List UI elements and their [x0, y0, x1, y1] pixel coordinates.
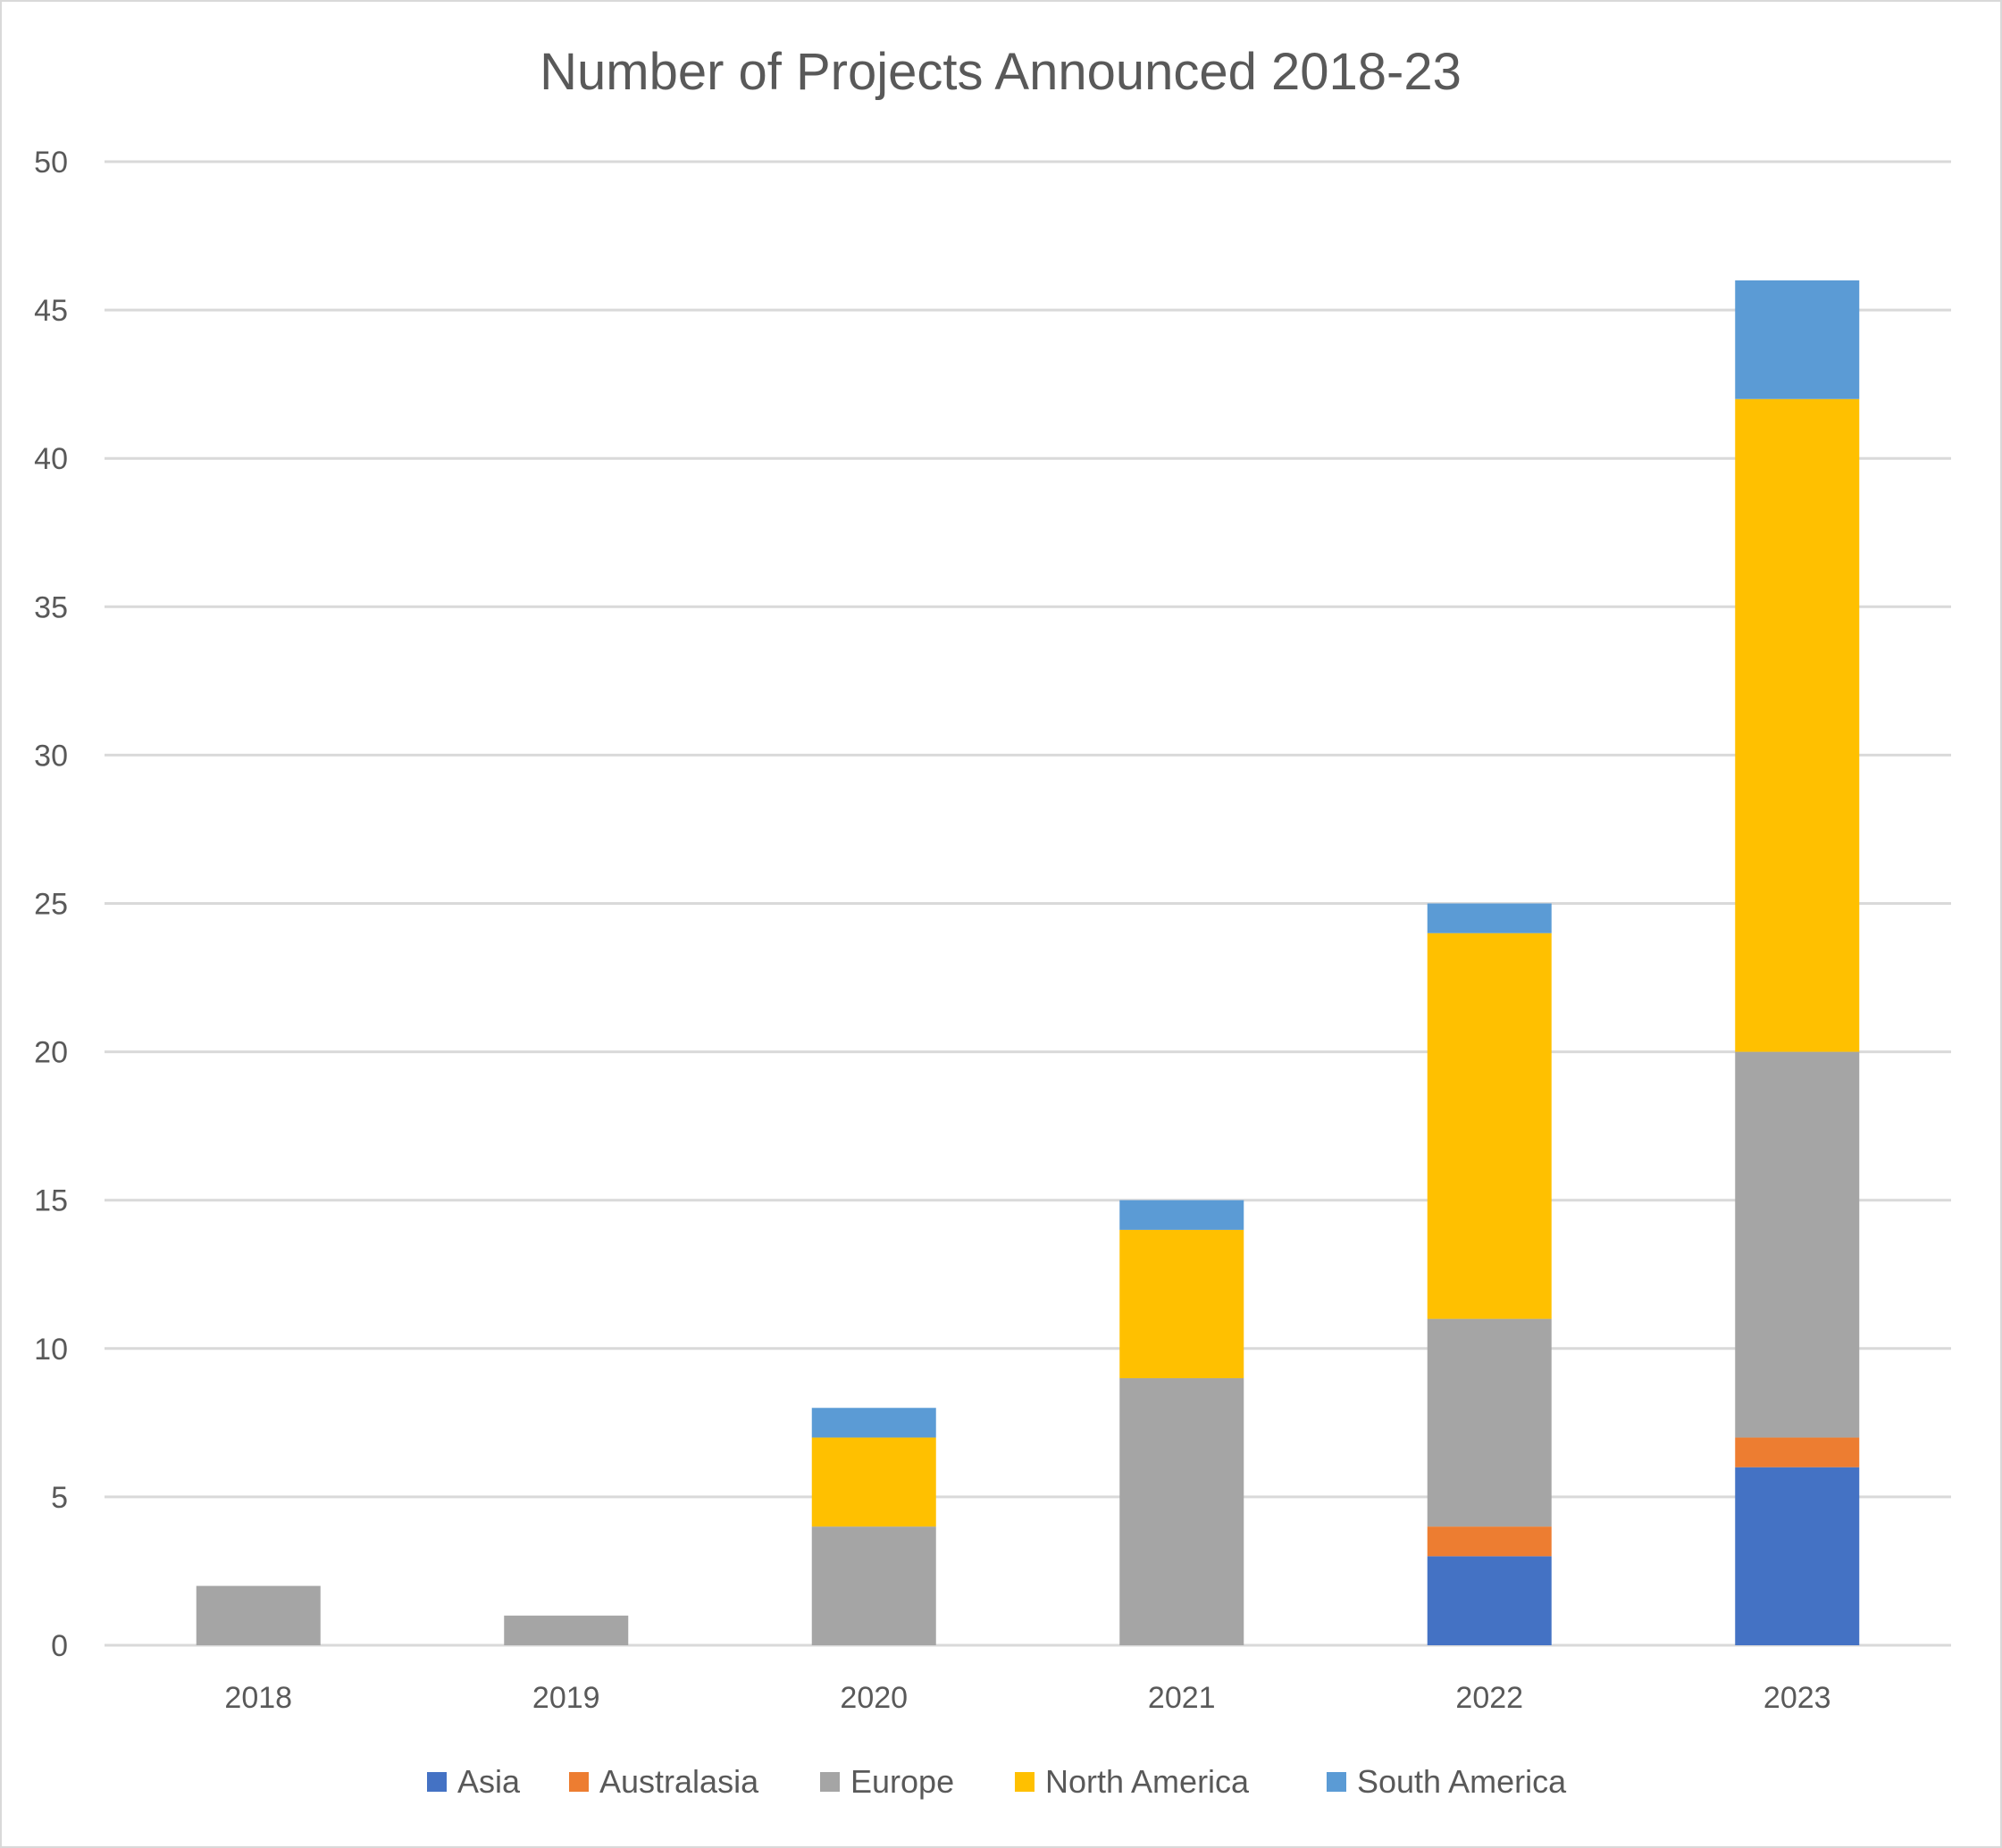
bar-europe-2020 — [811, 1526, 936, 1645]
bars — [196, 280, 1860, 1645]
y-tick-label: 5 — [51, 1481, 68, 1515]
chart-title: Number of Projects Announced 2018-23 — [540, 43, 1462, 101]
bar-europe-2023 — [1735, 1051, 1860, 1438]
y-tick-label: 35 — [34, 590, 68, 624]
bar-europe-2022 — [1427, 1318, 1552, 1527]
bar-south-america-2020 — [811, 1408, 936, 1438]
bar-north-america-2021 — [1119, 1229, 1244, 1379]
y-tick-label: 45 — [34, 294, 68, 328]
bar-europe-2021 — [1119, 1378, 1244, 1645]
legend-label: Europe — [850, 1763, 954, 1800]
legend-label: South America — [1357, 1763, 1567, 1800]
legend-swatch — [1327, 1772, 1346, 1792]
legend-swatch — [427, 1772, 447, 1792]
bar-asia-2022 — [1427, 1556, 1552, 1645]
x-tick-labels: 2018 2019 2020 2021 2022 2023 — [224, 1681, 1830, 1715]
x-tick-label: 2019 — [532, 1681, 600, 1715]
y-tick-label: 50 — [34, 146, 68, 180]
x-tick-label: 2018 — [224, 1681, 292, 1715]
legend-swatch — [569, 1772, 589, 1792]
gridlines — [105, 160, 1951, 1647]
legend-label: Asia — [457, 1763, 521, 1800]
bar-asia-2023 — [1735, 1467, 1860, 1645]
y-tick-label: 30 — [34, 739, 68, 773]
y-tick-labels: 0 5 10 15 20 25 30 35 40 45 50 — [34, 146, 68, 1663]
bar-south-america-2023 — [1735, 280, 1860, 399]
y-tick-label: 25 — [34, 888, 68, 922]
bar-europe-2019 — [504, 1615, 629, 1645]
bar-north-america-2020 — [811, 1437, 936, 1527]
bar-north-america-2022 — [1427, 932, 1552, 1319]
y-tick-label: 0 — [51, 1629, 68, 1663]
x-tick-label: 2020 — [840, 1681, 908, 1715]
x-tick-label: 2022 — [1455, 1681, 1523, 1715]
y-tick-label: 40 — [34, 442, 68, 476]
bar-australasia-2023 — [1735, 1437, 1860, 1468]
legend-swatch — [820, 1772, 840, 1792]
legend-label: Australasia — [599, 1763, 759, 1800]
bar-europe-2018 — [196, 1585, 321, 1645]
x-tick-label: 2023 — [1763, 1681, 1831, 1715]
legend-swatch — [1015, 1772, 1035, 1792]
y-tick-label: 20 — [34, 1036, 68, 1070]
legend: Asia Australasia Europe North America South … — [427, 1763, 1567, 1800]
bar-australasia-2022 — [1427, 1526, 1552, 1557]
legend-label: North America — [1045, 1763, 1250, 1800]
y-tick-label: 15 — [34, 1184, 68, 1218]
bar-north-america-2023 — [1735, 398, 1860, 1052]
bar-south-america-2021 — [1119, 1200, 1244, 1230]
y-tick-label: 10 — [34, 1333, 68, 1367]
x-tick-label: 2021 — [1148, 1681, 1216, 1715]
bar-south-america-2022 — [1427, 903, 1552, 933]
